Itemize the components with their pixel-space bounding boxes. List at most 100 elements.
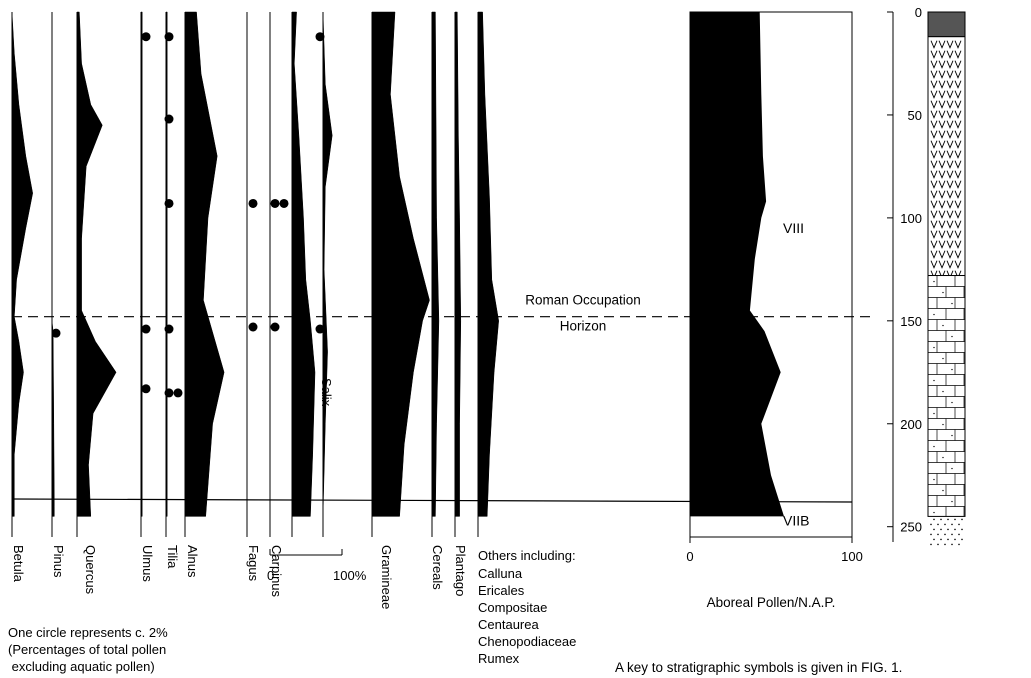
sand-dot bbox=[947, 538, 949, 541]
v-symbol bbox=[954, 200, 962, 209]
sand-dot bbox=[944, 523, 946, 526]
dot-ulmus bbox=[141, 32, 151, 42]
sand-dot bbox=[951, 533, 953, 536]
curve-corylus bbox=[291, 11, 316, 517]
scale-bar-min-label: 0 bbox=[267, 568, 274, 583]
label-member-ericales: Ericales bbox=[478, 583, 525, 598]
stratigraphic-column: 0 50 100 150 200 250 bbox=[887, 5, 966, 546]
label-carpinus: Carpinus bbox=[269, 545, 284, 598]
sand-dot bbox=[944, 533, 946, 536]
sand-dot bbox=[933, 538, 935, 541]
brick-dot bbox=[951, 434, 953, 437]
sand-dot bbox=[954, 538, 956, 541]
label-pinus: Pinus bbox=[51, 545, 66, 578]
label-cereals: Cereals bbox=[430, 545, 445, 590]
brick-dot bbox=[951, 368, 953, 371]
sand-dot bbox=[930, 543, 932, 546]
v-symbol bbox=[946, 60, 954, 69]
brick-dot bbox=[942, 357, 944, 360]
v-symbol bbox=[938, 250, 946, 259]
ap-nap-tick-label: 0 bbox=[686, 549, 693, 564]
curve-betula bbox=[11, 11, 33, 517]
v-symbol bbox=[954, 260, 962, 269]
depth-tick-label: 250 bbox=[900, 520, 922, 535]
sand-dot bbox=[937, 523, 939, 526]
ap-nap-tick-label: 100 bbox=[841, 549, 863, 564]
label-betula: Betula bbox=[11, 545, 26, 583]
label-others: Others including: bbox=[478, 548, 576, 563]
v-symbol bbox=[954, 50, 962, 59]
brick-dot bbox=[942, 456, 944, 459]
v-symbol bbox=[938, 190, 946, 199]
sand-dot bbox=[958, 523, 960, 526]
brick-dot bbox=[933, 511, 935, 514]
v-symbol bbox=[930, 90, 938, 99]
v-symbol bbox=[946, 230, 954, 239]
brick-dot bbox=[933, 313, 935, 316]
circle-note-line3: excluding aquatic pollen) bbox=[8, 659, 155, 674]
strat-hatched bbox=[927, 11, 966, 38]
pollen-curves bbox=[11, 11, 499, 517]
v-symbol bbox=[954, 90, 962, 99]
dot-carpinus bbox=[270, 198, 280, 208]
v-symbol bbox=[946, 190, 954, 199]
v-symbol bbox=[938, 200, 946, 209]
label-member-chenopodiaceae: Chenopodiaceae bbox=[478, 634, 576, 649]
dot-tilia bbox=[164, 114, 174, 124]
v-symbol bbox=[930, 150, 938, 159]
v-symbol bbox=[938, 180, 946, 189]
depth-tick-label: 50 bbox=[908, 108, 922, 123]
label-plantago: Plantago bbox=[453, 545, 468, 596]
v-symbol bbox=[954, 60, 962, 69]
label-tilia: Tilia bbox=[165, 545, 180, 569]
brick-dot bbox=[933, 412, 935, 415]
curve-gramineae bbox=[371, 11, 430, 517]
brick-dot bbox=[933, 445, 935, 448]
brick-dot bbox=[942, 390, 944, 393]
v-symbol bbox=[946, 210, 954, 219]
brick-dot bbox=[933, 379, 935, 382]
v-symbol bbox=[946, 100, 954, 109]
v-symbol bbox=[938, 60, 946, 69]
dot-tilia bbox=[164, 32, 174, 42]
brick-dot bbox=[951, 335, 953, 338]
v-symbol bbox=[930, 110, 938, 119]
dot-pinus bbox=[51, 328, 61, 338]
v-symbol bbox=[946, 80, 954, 89]
v-symbol bbox=[938, 220, 946, 229]
v-symbol bbox=[946, 130, 954, 139]
sand-dot bbox=[947, 518, 949, 521]
v-symbol bbox=[938, 150, 946, 159]
dot-tilia bbox=[173, 388, 183, 398]
label-fagus: Fagus bbox=[246, 545, 261, 582]
v-symbol bbox=[930, 200, 938, 209]
sand-dot bbox=[933, 528, 935, 531]
v-symbol bbox=[954, 40, 962, 49]
label-member-compositae: Compositae bbox=[478, 600, 547, 615]
sand-dot bbox=[951, 523, 953, 526]
v-symbol bbox=[938, 70, 946, 79]
label-salix: Salix bbox=[319, 378, 334, 407]
scale-bar-max-label: 100% bbox=[333, 568, 367, 583]
dot-ulmus bbox=[141, 384, 151, 394]
label-member-centaurea: Centaurea bbox=[478, 617, 539, 632]
depth-tick-label: 150 bbox=[900, 314, 922, 329]
dot-tilia bbox=[164, 198, 174, 208]
dot-salix bbox=[315, 324, 325, 334]
v-symbol bbox=[930, 100, 938, 109]
v-symbol bbox=[954, 150, 962, 159]
dot-fagus bbox=[248, 322, 258, 332]
v-symbol bbox=[930, 40, 938, 49]
curve-alnus bbox=[184, 11, 225, 517]
v-symbol bbox=[946, 120, 954, 129]
strat-brick-layer bbox=[927, 275, 966, 517]
dot-ulmus bbox=[141, 324, 151, 334]
brick-dot bbox=[942, 489, 944, 492]
v-symbol bbox=[946, 40, 954, 49]
v-symbol bbox=[946, 70, 954, 79]
zone-boundary-line bbox=[11, 498, 853, 503]
zone-label: VIII bbox=[783, 220, 804, 236]
v-symbol bbox=[946, 160, 954, 169]
v-symbol bbox=[954, 80, 962, 89]
